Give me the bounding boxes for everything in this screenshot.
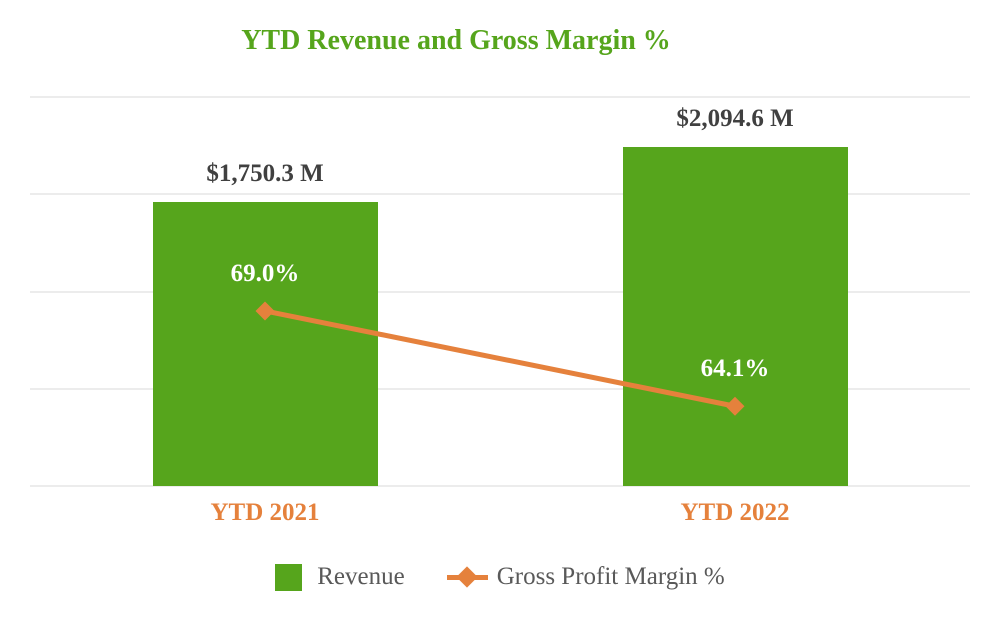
gpm-value-label-2: 64.1% [700,355,770,383]
gpm-line [264,308,736,409]
gpm-value-label-1: 69.0% [230,259,300,287]
x-axis-label-1: YTD 2021 [210,499,320,526]
line-layer [255,301,745,416]
plot-area: $1,750.3 M $2,094.6 M 69.0% 64.1% [30,96,970,487]
revenue-bar-2 [622,146,848,486]
legend: Revenue Gross Profit Margin % [0,563,1000,591]
x-axis-label-2: YTD 2022 [680,499,790,526]
gridline [30,290,970,293]
gridline [30,96,970,98]
gpm-marker-1 [255,301,275,321]
gridline [30,485,970,487]
bar-layer [30,97,970,486]
bar-value-label-1: $1,750.3 M [206,160,324,188]
legend-label-revenue: Revenue [317,563,405,590]
gpm-marker-2 [725,396,745,416]
gpm-diamond-line-icon [446,564,488,590]
x-axis: YTD 2021 YTD 2022 [30,499,970,531]
revenue-swatch-icon [275,563,303,591]
legend-item-gross-profit-margin: Gross Profit Margin % [446,563,725,591]
legend-label-gross-profit-margin: Gross Profit Margin % [496,563,725,590]
gridline [30,193,970,196]
grid-layer [30,96,970,487]
revenue-bar-1 [152,202,378,486]
gpm-legend-diamond [456,566,478,588]
gridline [30,387,970,390]
label-layer: $1,750.3 M $2,094.6 M 69.0% 64.1% [30,97,970,486]
bar-value-label-2: $2,094.6 M [676,104,794,132]
chart-title: YTD Revenue and Gross Margin % [241,25,671,56]
legend-item-revenue: Revenue [275,563,405,591]
